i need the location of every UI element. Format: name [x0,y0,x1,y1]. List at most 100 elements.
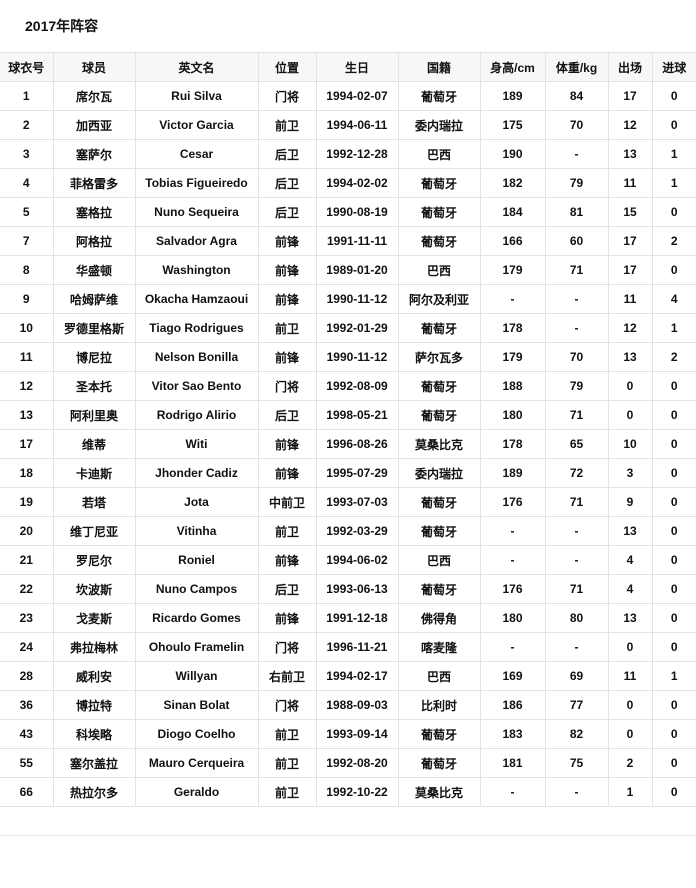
table-row: 19 若塔 Jota 中前卫 1993-07-03 葡萄牙 176 71 9 0 [0,487,696,517]
table-cell: 60 [544,226,609,256]
table-cell: 前锋 [257,255,317,285]
table-cell: 前锋 [257,603,317,633]
table-cell: 43 [0,719,54,749]
table-cell: 1996-11-21 [315,632,399,662]
table-cell: 前锋 [257,226,317,256]
table-cell: 1 [607,777,653,807]
table-cell: 后卫 [257,139,317,169]
table-cell: 2 [651,342,696,372]
table-cell: 1993-06-13 [315,574,399,604]
table-cell: 2 [607,748,653,778]
table-cell: - [544,313,609,343]
table-cell: 后卫 [257,168,317,198]
table-cell: 前卫 [257,719,317,749]
table-cell: 72 [544,458,609,488]
table-cell: - [544,284,609,314]
table-cell: Sinan Bolat [134,690,259,720]
table-cell: 0 [651,748,696,778]
table-cell: 179 [479,255,546,285]
table-header: 球衣号 球员 英文名 位置 生日 国籍 身高/cm 体重/kg 出场 进球 [0,52,696,82]
table-cell: 180 [479,400,546,430]
table-row: 23 戈麦斯 Ricardo Gomes 前锋 1991-12-18 佛得角 180 80 13… [0,603,696,633]
table-row: 43 科埃略 Diogo Coelho 前卫 1993-09-14 葡萄牙 183 82 0 0 [0,719,696,749]
table-cell: 前卫 [257,777,317,807]
table-cell: 71 [544,255,609,285]
column-header: 体重/kg [544,52,609,82]
table-cell: 前卫 [257,748,317,778]
table-cell: Salvador Agra [134,226,259,256]
table-cell: 塞尔盖拉 [52,748,136,778]
table-cell: 葡萄牙 [397,516,481,546]
table-cell: 13 [607,603,653,633]
table-cell: 22 [0,574,54,604]
table-cell: 巴西 [397,255,481,285]
table-cell: 萨尔瓦多 [397,342,481,372]
table-cell: - [479,516,546,546]
table-cell: - [479,284,546,314]
table-row: 2 加西亚 Victor Garcia 前卫 1994-06-11 委内瑞拉 175 70 12… [0,110,696,140]
table-cell: 1 [0,81,54,111]
table-cell: 21 [0,545,54,575]
table-cell: 8 [0,255,54,285]
table-cell: Okacha Hamzaoui [134,284,259,314]
table-cell: 委内瑞拉 [397,110,481,140]
table-cell: Rodrigo Alirio [134,400,259,430]
table-row: 4 菲格雷多 Tobias Figueiredo 后卫 1994-02-02 葡萄牙 182… [0,168,696,198]
table-cell: 183 [479,719,546,749]
table-cell: 11 [607,168,653,198]
table-cell: 176 [479,487,546,517]
table-cell: 科埃略 [52,719,136,749]
table-cell: 70 [544,110,609,140]
table-cell: - [479,777,546,807]
table-cell: 0 [607,719,653,749]
table-cell: - [544,139,609,169]
table-cell: 弗拉梅林 [52,632,136,662]
table-cell: 0 [651,458,696,488]
table-cell: 12 [0,371,54,401]
table-cell: 184 [479,197,546,227]
table-row: 10 罗德里格斯 Tiago Rodrigues 前卫 1992-01-29 葡萄牙 178… [0,313,696,343]
table-cell: 77 [544,690,609,720]
table-cell: 后卫 [257,197,317,227]
table-cell: 巴西 [397,661,481,691]
table-cell: 0 [651,690,696,720]
table-cell: 1998-05-21 [315,400,399,430]
table-cell: 189 [479,458,546,488]
table-cell: 17 [607,81,653,111]
table-cell: 189 [479,81,546,111]
table-cell: 65 [544,429,609,459]
table-cell: 右前卫 [257,661,317,691]
table-cell: 70 [544,342,609,372]
table-cell: Nuno Sequeira [134,197,259,227]
table-cell: 戈麦斯 [52,603,136,633]
table-cell: 17 [607,226,653,256]
table-cell: 11 [0,342,54,372]
table-cell: 塞萨尔 [52,139,136,169]
table-cell: 1990-08-19 [315,197,399,227]
table-cell: 186 [479,690,546,720]
table-cell: 15 [607,197,653,227]
table-cell: 0 [651,429,696,459]
table-cell: 10 [0,313,54,343]
table-cell: 28 [0,661,54,691]
table-row: 9 哈姆萨维 Okacha Hamzaoui 前锋 1990-11-12 阿尔及利亚 - -1… [0,284,696,314]
table-cell: 0 [651,516,696,546]
table-cell: 罗尼尔 [52,545,136,575]
column-header: 国籍 [397,52,481,82]
table-cell: 0 [607,371,653,401]
table-cell: 3 [0,139,54,169]
table-row: 20 维丁尼亚 Vitinha 前卫 1992-03-29 葡萄牙 - -13 0 [0,516,696,546]
table-cell: - [544,632,609,662]
table-cell: 前锋 [257,429,317,459]
table-cell: 69 [544,661,609,691]
table-row: 66 热拉尔多 Geraldo 前卫 1992-10-22 莫桑比克 - -1 0 [0,777,696,807]
table-cell: 博拉特 [52,690,136,720]
table-cell: 1989-01-20 [315,255,399,285]
table-cell: 176 [479,574,546,604]
table-cell: 喀麦隆 [397,632,481,662]
table-cell: 0 [607,690,653,720]
table-cell: 1996-08-26 [315,429,399,459]
table-cell: 1992-08-20 [315,748,399,778]
table-row: 11 博尼拉 Nelson Bonilla 前锋 1990-11-12 萨尔瓦多 179 70… [0,342,696,372]
table-cell: 2 [0,110,54,140]
